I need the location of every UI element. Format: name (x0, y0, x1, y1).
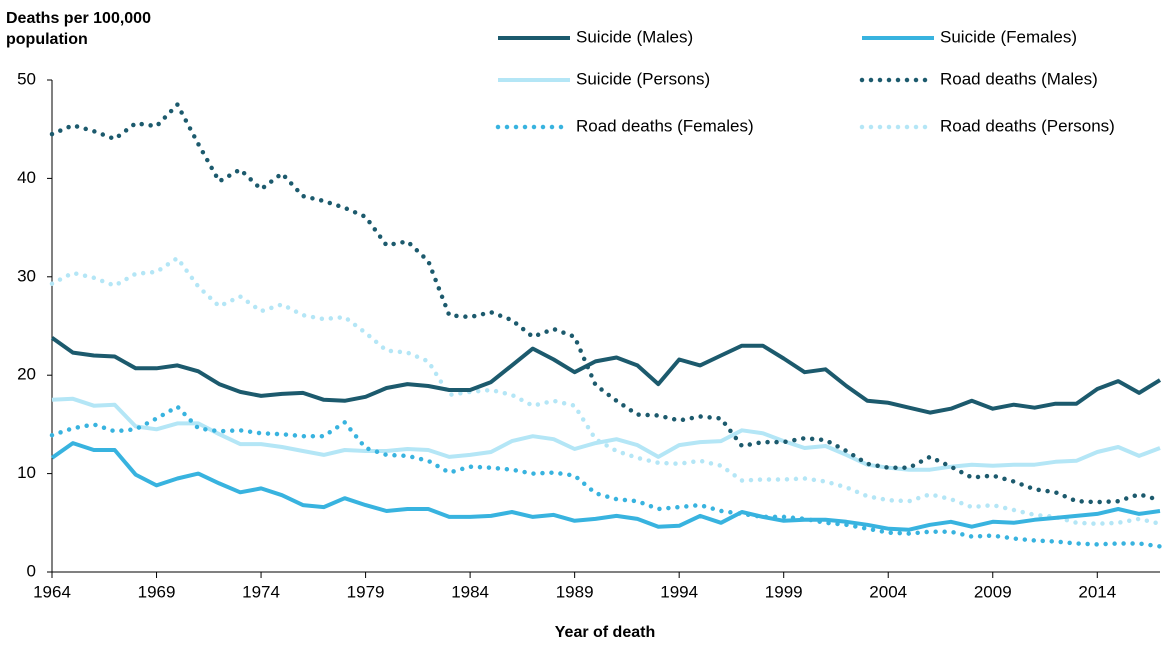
x-tick-label: 2009 (974, 582, 1012, 601)
x-tick-label: 1999 (765, 582, 803, 601)
x-tick-label: 1964 (33, 582, 71, 601)
y-tick-label: 40 (17, 168, 36, 187)
legend-label: Suicide (Males) (576, 27, 693, 46)
legend-label: Road deaths (Females) (576, 116, 754, 135)
legend-label: Road deaths (Persons) (940, 116, 1115, 135)
x-tick-label: 1974 (242, 582, 280, 601)
y-tick-label: 50 (17, 69, 36, 88)
x-tick-label: 1984 (451, 582, 489, 601)
x-tick-label: 1969 (138, 582, 176, 601)
series-line (50, 336, 1162, 415)
x-tick-label: 1994 (660, 582, 698, 601)
x-tick-label: 1979 (347, 582, 385, 601)
series-line (51, 396, 1161, 472)
series-line (49, 255, 1163, 527)
legend-label: Suicide (Females) (940, 27, 1077, 46)
series-line (49, 403, 1163, 549)
series-line (49, 100, 1163, 505)
y-tick-label: 0 (27, 561, 36, 580)
x-tick-label: 2014 (1078, 582, 1116, 601)
series-line (50, 441, 1161, 532)
legend-label: Road deaths (Males) (940, 69, 1098, 88)
legend-label: Suicide (Persons) (576, 69, 710, 88)
y-tick-label: 10 (17, 463, 36, 482)
x-axis-label: Year of death (555, 624, 655, 641)
y-tick-label: 20 (17, 365, 36, 384)
y-axis-label: Deaths per 100,000 population (6, 10, 151, 48)
y-tick-label: 30 (17, 266, 36, 285)
x-tick-label: 1989 (556, 582, 594, 601)
x-tick-label: 2004 (869, 582, 907, 601)
